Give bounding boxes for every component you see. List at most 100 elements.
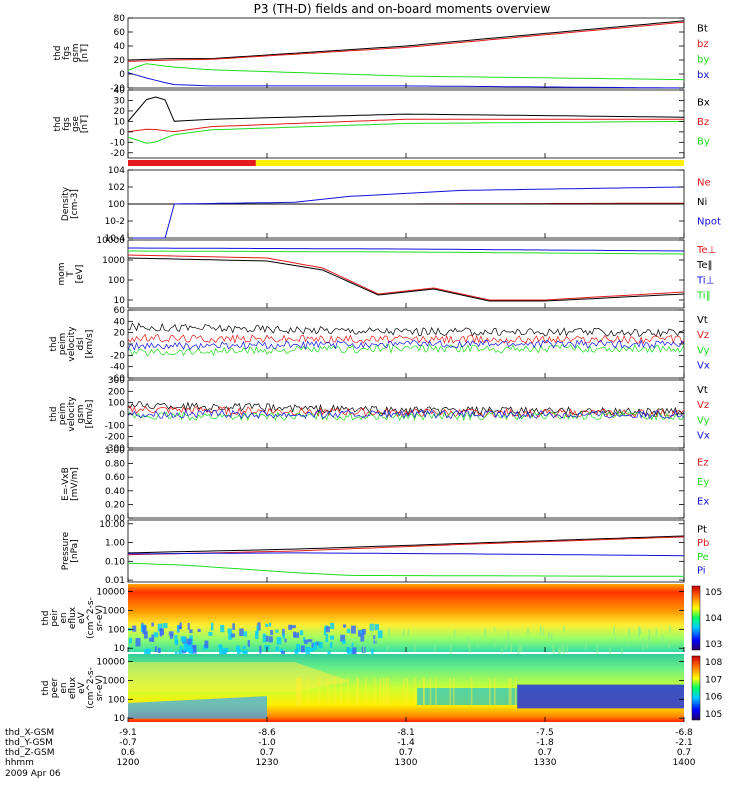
heatmap-cell <box>642 638 645 651</box>
heatmap-cell <box>237 648 241 658</box>
heatmap-cell <box>168 631 174 636</box>
heatmap-cell <box>297 677 299 705</box>
y-tick-label: 10000 <box>96 588 125 598</box>
heatmap-cell <box>563 626 565 633</box>
heatmap-cell <box>310 647 314 652</box>
heatmap-region <box>128 662 351 692</box>
y-tick-label: 20 <box>114 329 126 339</box>
y-tick-label: -300 <box>105 444 126 454</box>
panel-frame <box>127 309 685 379</box>
y-axis-label: sr-eV) <box>95 605 105 631</box>
y-axis-label: [mV/m] <box>70 467 80 501</box>
panel-peer_eflux: 105 106 107 108 10 100 1000 10000 thd peer en eflux… <box>41 654 722 724</box>
y-axis-label: eflux <box>68 606 78 629</box>
y-axis-label: thd <box>49 407 59 422</box>
series-line-Vx <box>127 339 685 351</box>
heatmap-cell <box>351 642 354 647</box>
heatmap-cell <box>204 640 209 648</box>
heatmap-cell <box>183 644 189 652</box>
xaxis-tick-value: -8.6 <box>258 728 276 738</box>
heatmap-cell <box>298 677 300 705</box>
heatmap-cell <box>347 650 350 658</box>
y-axis-label: mom <box>57 262 67 285</box>
y-axis-label: sr-eV) <box>95 675 105 701</box>
heatmap-cell <box>208 631 213 636</box>
heatmap-cell <box>434 645 436 651</box>
y-axis-label: gsm <box>76 404 86 423</box>
series-line-Pe <box>127 562 685 577</box>
y-axis-label: [nT] <box>80 44 90 62</box>
series-line-Vx <box>127 409 685 420</box>
y-tick-label: -10 <box>110 138 125 148</box>
heatmap-cell <box>628 628 630 638</box>
y-tick-label: 60 <box>114 306 126 316</box>
heatmap-cell <box>373 677 376 705</box>
heatmap-cell <box>662 635 664 645</box>
heatmap-cell <box>379 677 382 705</box>
y-axis-label: [nPa] <box>70 539 80 562</box>
heatmap-cell <box>275 646 279 652</box>
y-tick-label: 1000 <box>102 676 125 686</box>
y-tick-label: 200 <box>108 387 125 397</box>
heatmap-cell <box>280 648 284 653</box>
legend-bx: bx <box>697 70 709 81</box>
y-axis-label: thd <box>53 46 63 61</box>
heatmap-cell <box>596 644 599 656</box>
heatmap-cell <box>268 636 273 643</box>
heatmap-cell <box>300 677 302 705</box>
heatmap-cell <box>477 642 479 648</box>
y-tick-label: 0.00 <box>105 514 125 524</box>
y-axis-label: gsm <box>71 43 81 62</box>
colorbar-tick-label: 103 <box>705 640 722 650</box>
heatmap-cell <box>191 644 197 654</box>
xaxis-tick-value: -7.5 <box>536 728 554 738</box>
heatmap-cell <box>132 625 137 632</box>
y-axis-label: E=-VxB <box>61 467 71 501</box>
legend-Ey: Ey <box>697 477 709 488</box>
heatmap-cell <box>469 643 471 653</box>
heatmap-cell <box>374 635 377 644</box>
heatmap-cell <box>386 645 389 651</box>
heatmap-cell <box>318 641 323 649</box>
heatmap-cell <box>323 627 327 636</box>
heatmap-cell <box>402 629 405 637</box>
heatmap-cell <box>325 633 329 643</box>
y-tick-label: 10 <box>114 296 126 306</box>
heatmap-cell <box>356 677 358 705</box>
y-tick-label: 10 <box>114 117 126 127</box>
heatmap-cell <box>327 677 329 705</box>
heatmap-cell <box>294 632 300 638</box>
legend-Vt: Vt <box>697 385 708 396</box>
series-line-Bx <box>127 96 685 122</box>
panel-density: Ne Ni Npot 10-4 10-2 100 102 104 Density [cm-3] <box>61 166 721 244</box>
heatmap-cell <box>346 647 350 654</box>
xaxis-tick-value: -1.4 <box>397 738 415 748</box>
heatmap-cell <box>566 642 569 653</box>
y-tick-label: -20 <box>110 351 125 361</box>
heatmap-cell <box>330 635 335 640</box>
colorbar-tick-label: 107 <box>705 675 722 685</box>
heatmap-cell <box>189 647 194 654</box>
y-axis-label: T <box>66 271 76 278</box>
heatmap-cell <box>330 622 335 630</box>
heatmap-cell <box>407 629 410 636</box>
y-axis-label: thd <box>41 611 51 626</box>
y-tick-label: 10-4 <box>105 234 126 244</box>
heatmap-cell <box>655 628 658 637</box>
colorbar-tick-label: 106 <box>705 693 722 703</box>
heatmap-cell <box>508 677 511 705</box>
series-line-Vz <box>127 405 685 418</box>
legend-Ez: Ez <box>697 458 709 469</box>
series-line-bz <box>127 21 685 62</box>
legend-Pe: Pe <box>697 552 709 563</box>
heatmap-cell <box>639 627 642 634</box>
series-line-Pi <box>128 552 685 557</box>
heatmap-cell <box>669 625 671 633</box>
heatmap-cell <box>340 634 346 642</box>
y-tick-label: 0 <box>119 410 125 420</box>
xaxis-tick-value: 1200 <box>117 758 140 768</box>
heatmap-cell <box>159 628 163 637</box>
xaxis-tick-value: 1230 <box>256 758 279 768</box>
heatmap-cell <box>387 677 390 705</box>
